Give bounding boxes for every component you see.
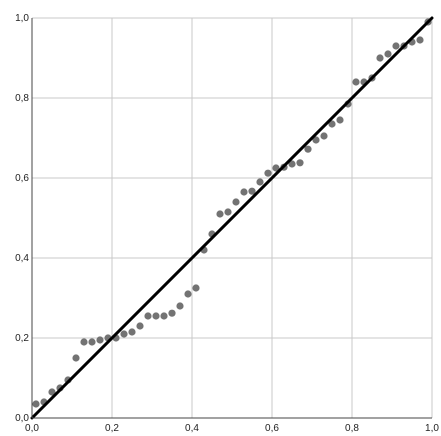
data-point bbox=[136, 322, 144, 330]
data-point bbox=[96, 336, 104, 344]
grid-lines bbox=[32, 17, 433, 418]
data-point bbox=[192, 284, 200, 292]
y-tick-label: 0,4 bbox=[15, 253, 29, 264]
data-point bbox=[304, 145, 312, 153]
data-point bbox=[48, 388, 56, 396]
data-point bbox=[232, 198, 240, 206]
y-tick-label: 0,2 bbox=[15, 333, 29, 344]
data-point bbox=[32, 400, 40, 408]
data-point bbox=[128, 328, 136, 336]
data-point bbox=[80, 338, 88, 346]
y-tick-label: 0,6 bbox=[15, 173, 29, 184]
data-point bbox=[296, 159, 304, 167]
x-tick-label: 1,0 bbox=[425, 423, 439, 434]
data-point bbox=[120, 330, 128, 338]
data-point bbox=[72, 354, 80, 362]
axes bbox=[31, 18, 432, 419]
data-point bbox=[224, 208, 232, 216]
y-tick-label: 0,8 bbox=[15, 93, 29, 104]
data-point bbox=[248, 187, 256, 195]
reference-line bbox=[30, 16, 434, 420]
y-tick-labels: 0,0 0,2 0,4 0,6 0,8 1,0 bbox=[15, 13, 29, 424]
data-point bbox=[160, 312, 168, 320]
data-point bbox=[152, 312, 160, 320]
x-tick-label: 0,4 bbox=[185, 423, 199, 434]
data-point bbox=[184, 290, 192, 298]
data-point bbox=[272, 164, 280, 172]
data-point bbox=[376, 54, 384, 62]
x-tick-label: 0,8 bbox=[345, 423, 359, 434]
data-point bbox=[320, 132, 328, 140]
data-point bbox=[216, 210, 224, 218]
y-tick-label: 0,0 bbox=[15, 413, 29, 424]
data-point bbox=[240, 188, 248, 196]
data-point bbox=[168, 309, 176, 317]
data-point bbox=[352, 78, 360, 86]
data-point bbox=[416, 36, 424, 44]
data-point bbox=[176, 302, 184, 310]
x-tick-label: 0,0 bbox=[25, 423, 39, 434]
x-tick-labels: 0,0 0,2 0,4 0,6 0,8 1,0 bbox=[25, 423, 439, 434]
data-point bbox=[88, 338, 96, 346]
data-point bbox=[336, 116, 344, 124]
data-point bbox=[256, 178, 264, 186]
y-tick-label: 1,0 bbox=[15, 13, 29, 24]
data-point bbox=[312, 136, 320, 144]
data-point bbox=[328, 120, 336, 128]
data-point bbox=[264, 169, 272, 177]
data-point bbox=[392, 42, 400, 50]
data-point bbox=[384, 50, 392, 58]
x-tick-label: 0,6 bbox=[265, 423, 279, 434]
data-point bbox=[288, 160, 296, 168]
data-point bbox=[144, 312, 152, 320]
x-tick-label: 0,2 bbox=[105, 423, 119, 434]
